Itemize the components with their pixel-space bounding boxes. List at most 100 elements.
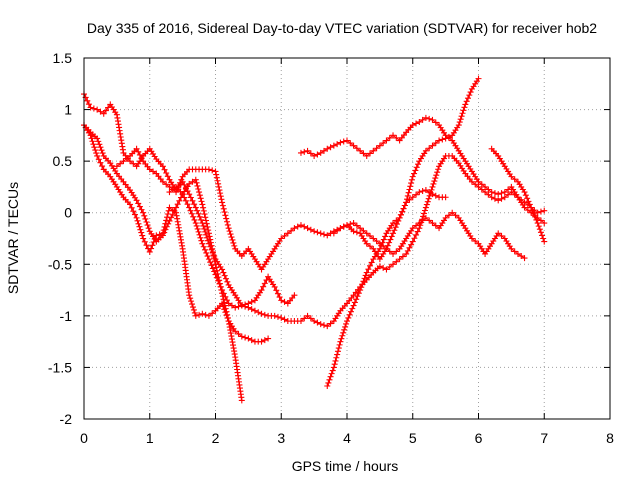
data-point [475,75,482,82]
data-point [304,147,311,154]
data-point [304,225,311,232]
trace-marker [181,194,188,201]
data-point [422,114,429,121]
data-point [350,228,357,235]
trace-marker [255,309,262,316]
trace-marker [216,187,223,194]
trace-marker [207,259,214,266]
trace-marker [329,367,336,374]
data-point [475,183,482,190]
data-point [159,178,166,185]
trace-marker [220,205,227,212]
trace-marker [197,195,204,202]
data-point [357,287,364,294]
data-point [199,310,206,317]
trace-marker [117,160,124,167]
trace-marker [367,262,374,269]
trace-marker [404,192,411,199]
trace-marker [359,281,366,288]
data-point [219,266,226,273]
data-point [94,135,101,142]
trace-marker [408,241,415,248]
trace-marker [209,167,216,174]
trace-marker [281,316,288,323]
trace-marker [248,337,255,344]
data-point [403,199,410,206]
trace-marker [301,315,308,322]
data-point [166,183,173,190]
trace-marker [220,290,227,297]
data-point [383,266,390,273]
trace-marker [198,216,205,223]
trace-marker [99,163,106,170]
trace-marker [395,217,402,224]
data-point [455,122,462,129]
data-point [534,209,541,216]
trace-marker [201,225,208,232]
data-point [225,225,232,232]
trace-marker [210,252,217,259]
data-point [271,283,278,290]
data-point [278,235,285,242]
trace-marker [206,233,213,240]
data-point [357,225,364,232]
data-point [297,222,304,229]
trace-marker [135,200,142,207]
trace-marker [218,196,225,203]
data-point [409,173,416,180]
data-point [429,142,436,149]
data-point [488,189,495,196]
trace-marker [194,225,201,232]
x-tick-label: 0 [80,430,88,446]
trace-marker [274,313,281,320]
data-point [350,142,357,149]
trace-marker [200,243,207,250]
trace-marker [189,301,196,308]
trace-marker [301,148,308,155]
trace-marker [392,224,399,231]
trace-marker [201,246,208,253]
data-point [363,152,370,159]
data-point [291,225,298,232]
trace-marker [426,115,433,122]
trace-marker [432,192,439,199]
x-tick-label: 2 [212,430,220,446]
trace-marker [221,209,228,216]
data-point [429,183,436,190]
trace-marker [221,272,228,279]
trace-marker [345,314,352,321]
trace-marker [415,161,422,168]
data-point [265,335,272,342]
trace-marker [327,373,334,380]
data-point [258,338,265,345]
trace-marker [314,151,321,158]
series-track-5 [166,152,548,330]
trace-marker [334,227,341,234]
trace-marker [393,258,400,265]
trace-marker [397,211,404,218]
data-point [462,101,469,108]
trace-marker [235,303,242,310]
trace-marker [485,191,492,198]
trace-marker [365,266,372,273]
trace-marker [478,186,485,193]
x-tick-label: 3 [277,430,285,446]
data-point [376,245,383,252]
trace-marker [445,212,452,219]
trace-marker [215,277,222,284]
trace-marker [130,208,137,215]
data-point [212,261,219,268]
trace-marker [360,150,367,157]
trace-marker [202,228,209,235]
trace-marker [201,211,208,218]
trace-marker [216,280,223,287]
trace-marker [320,231,327,238]
data-point [291,292,298,299]
trace-marker [191,201,198,208]
trace-marker [163,217,170,224]
trace-marker [339,332,346,339]
data-point [416,225,423,232]
data-point [133,145,140,152]
data-point [192,312,199,319]
data-point [317,321,324,328]
